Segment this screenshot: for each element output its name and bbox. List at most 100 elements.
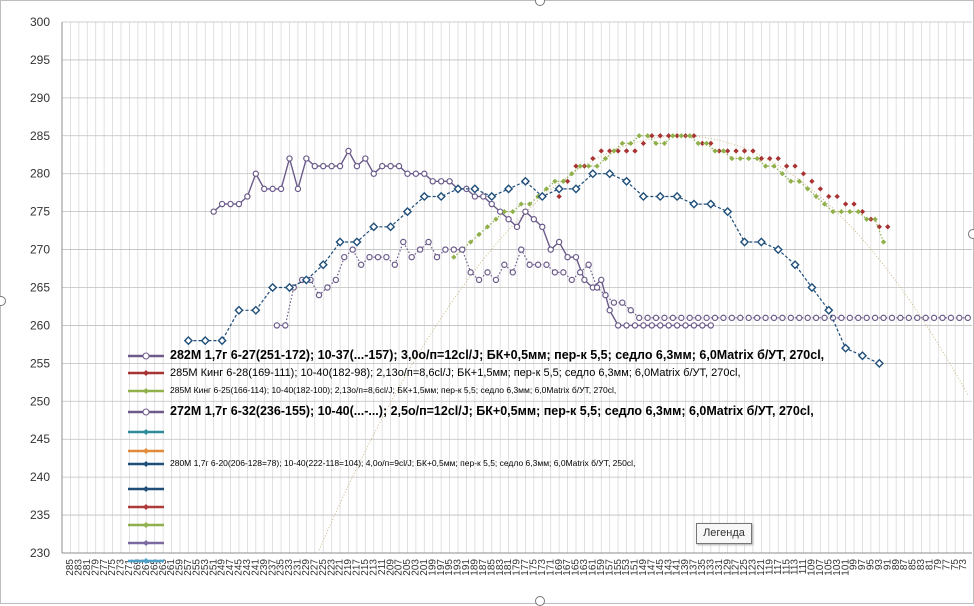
data-point	[419, 191, 429, 202]
data-point	[590, 155, 596, 162]
x-tick-label: 271	[124, 559, 135, 576]
x-tick-label: 269	[132, 559, 143, 576]
data-point	[720, 314, 727, 322]
data-point	[605, 169, 615, 179]
data-point	[183, 336, 193, 346]
y-tick-label: 300	[30, 15, 50, 29]
data-point	[383, 253, 390, 261]
legend-label: 285М Кинг 6-28(169-111); 10-40(182-98); …	[170, 367, 741, 379]
data-point	[560, 178, 567, 185]
x-tick-label: 183	[495, 559, 506, 576]
data-point	[244, 193, 251, 200]
x-tick-label: 225	[318, 559, 329, 576]
legend-empty-entry	[128, 442, 170, 460]
data-point	[636, 133, 642, 139]
data-point	[484, 224, 491, 230]
data-point	[648, 322, 656, 329]
data-point	[800, 170, 807, 177]
data-point	[841, 343, 851, 353]
data-point	[699, 140, 706, 147]
data-point	[386, 222, 396, 232]
data-point	[880, 239, 887, 245]
x-tick-label: 267	[141, 559, 152, 576]
legend-empty-entry	[128, 534, 170, 552]
data-point	[804, 186, 811, 192]
data-point	[369, 222, 379, 232]
x-tick-label: 237	[267, 559, 278, 576]
data-point	[537, 191, 547, 202]
x-tick-label: 125	[739, 559, 750, 576]
data-point	[555, 238, 563, 246]
data-point	[503, 184, 514, 194]
x-tick-label: 245	[234, 559, 245, 576]
data-point	[824, 305, 834, 315]
x-tick-label: 163	[579, 559, 590, 576]
data-point	[758, 155, 765, 162]
legend-swatch	[128, 447, 164, 454]
x-tick-label: 255	[191, 559, 202, 576]
data-point	[446, 178, 453, 185]
x-tick-label: 197	[436, 559, 447, 576]
data-point	[623, 322, 630, 329]
data-point	[585, 163, 592, 169]
data-point	[370, 170, 377, 177]
resize-handle-bottom[interactable]	[535, 596, 545, 606]
data-point	[638, 191, 648, 202]
data-point	[588, 169, 598, 179]
legend-empty-entry	[128, 516, 170, 534]
data-point	[564, 253, 571, 261]
data-point	[779, 170, 786, 177]
data-point	[471, 193, 479, 200]
data-point	[336, 162, 344, 170]
trendline	[318, 135, 969, 551]
data-point	[644, 314, 651, 322]
data-point	[480, 193, 487, 200]
data-point	[826, 193, 832, 200]
data-point	[492, 276, 500, 284]
data-point	[513, 223, 521, 231]
data-point	[552, 178, 558, 185]
data-point	[838, 314, 845, 322]
data-point	[484, 269, 491, 276]
data-point	[273, 322, 281, 329]
data-point	[509, 269, 516, 276]
data-point	[437, 178, 445, 185]
data-point	[690, 322, 698, 329]
data-point	[790, 260, 800, 270]
data-point	[640, 140, 647, 147]
data-point	[792, 163, 798, 169]
data-point	[450, 246, 458, 253]
data-point	[661, 140, 668, 147]
data-point	[606, 148, 613, 154]
data-point	[771, 163, 777, 169]
data-point	[733, 148, 739, 154]
data-point	[767, 155, 773, 162]
x-tick-label: 89	[891, 559, 902, 571]
x-tick-label: 247	[225, 559, 236, 576]
data-point	[817, 186, 824, 192]
data-point	[404, 170, 411, 177]
data-point	[670, 133, 676, 139]
data-point	[762, 314, 769, 322]
data-point	[644, 133, 651, 139]
x-tick-label: 227	[309, 559, 320, 576]
data-point	[303, 155, 310, 162]
resize-handle-left[interactable]	[0, 296, 6, 306]
data-point	[699, 322, 706, 329]
data-point	[753, 314, 761, 322]
y-tick-label: 295	[30, 53, 50, 67]
resize-handle-right[interactable]	[968, 229, 974, 239]
resize-handle-top[interactable]	[535, 0, 545, 6]
legend-empty-entry	[128, 423, 170, 441]
x-tick-label: 119	[764, 559, 775, 575]
x-tick-label: 185	[486, 559, 497, 576]
data-point	[874, 358, 884, 368]
legend-swatch	[128, 352, 164, 360]
x-tick-label: 217	[352, 559, 363, 576]
x-tick-label: 103	[832, 559, 843, 576]
legend-empty-entry	[128, 480, 170, 498]
x-tick-label: 181	[503, 559, 514, 576]
x-tick-label: 155	[613, 559, 624, 576]
data-point	[277, 185, 285, 193]
x-tick-label: 235	[276, 559, 287, 576]
